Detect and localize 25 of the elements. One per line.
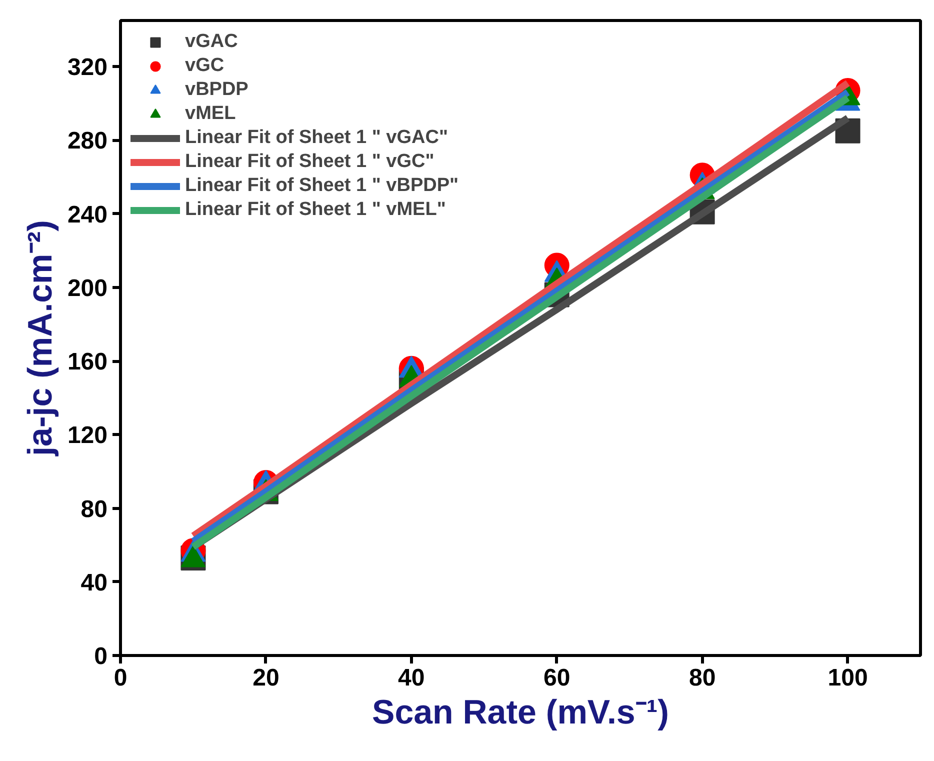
x-axis-title: Scan Rate (mV.s⁻¹) (372, 694, 669, 732)
y-tick-label: 320 (67, 54, 108, 82)
legend-label: vMEL (185, 102, 236, 126)
legend-label: Linear Fit of Sheet 1 " vGC" (185, 150, 434, 174)
x-tick-label: 100 (828, 664, 868, 692)
x-tick-label: 80 (688, 664, 716, 692)
y-tick-label: 0 (94, 643, 108, 670)
y-tick-label: 40 (80, 569, 108, 596)
x-tick-label: 60 (544, 664, 570, 692)
y-tick-label: 160 (67, 348, 108, 376)
y-tick-label: 120 (67, 422, 108, 450)
y-tick-label: 200 (67, 274, 108, 302)
y-tick-label: 80 (80, 496, 108, 523)
x-tick-label: 40 (398, 664, 425, 692)
x-tick-label: 0 (114, 664, 128, 692)
x-tick-label: 20 (252, 664, 280, 692)
legend-label: Linear Fit of Sheet 1 " vGAC" (185, 126, 448, 150)
legend-label: vGC (185, 54, 224, 78)
y-tick-label: 240 (67, 201, 108, 228)
y-axis-title: ja-jc (mA.cm⁻²) (21, 220, 60, 457)
legend-label: vBPDP (185, 78, 248, 102)
y-tick-label: 280 (67, 128, 108, 155)
legend-label: Linear Fit of Sheet 1 " vBPDP" (185, 174, 459, 198)
legend-label: vGAC (185, 30, 238, 54)
legend-label: Linear Fit of Sheet 1 " vMEL" (185, 198, 446, 222)
